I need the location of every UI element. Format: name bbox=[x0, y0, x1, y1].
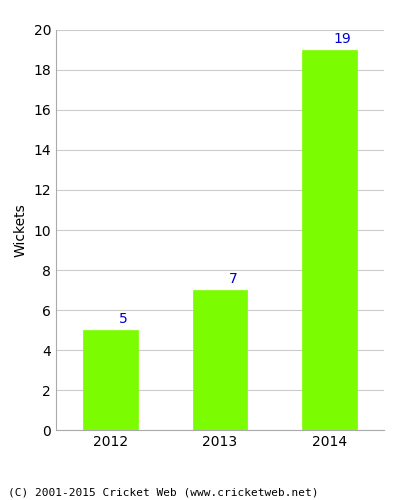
Y-axis label: Wickets: Wickets bbox=[14, 203, 28, 257]
Bar bbox=[193, 290, 247, 430]
Text: 7: 7 bbox=[229, 272, 238, 286]
Text: 19: 19 bbox=[334, 32, 351, 46]
Text: (C) 2001-2015 Cricket Web (www.cricketweb.net): (C) 2001-2015 Cricket Web (www.cricketwe… bbox=[8, 488, 318, 498]
Bar bbox=[302, 50, 357, 430]
Text: 5: 5 bbox=[120, 312, 128, 326]
Bar bbox=[83, 330, 138, 430]
